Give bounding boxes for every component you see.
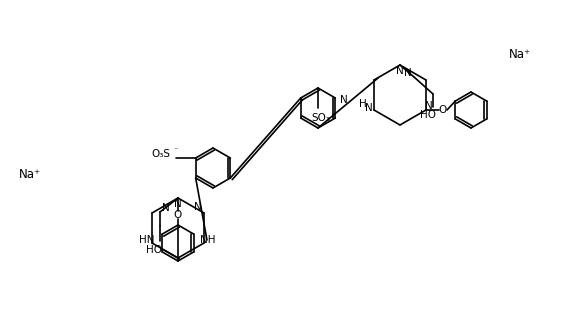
Text: N: N <box>194 203 202 213</box>
Text: NH: NH <box>200 235 215 245</box>
Text: H: H <box>359 99 367 109</box>
Text: O₃S: O₃S <box>151 149 170 159</box>
Text: Na⁺: Na⁺ <box>19 168 41 182</box>
Text: N: N <box>174 199 182 209</box>
Text: Na⁺: Na⁺ <box>509 49 531 61</box>
Text: SO₃: SO₃ <box>311 113 331 123</box>
Text: N: N <box>365 103 373 113</box>
Text: N: N <box>340 95 348 105</box>
Text: HN: HN <box>139 235 155 245</box>
Text: HO: HO <box>146 245 162 255</box>
Text: N: N <box>404 68 412 78</box>
Text: O: O <box>439 105 447 115</box>
Text: O: O <box>174 210 182 220</box>
Text: HO: HO <box>420 110 436 120</box>
Text: ⁻: ⁻ <box>332 110 336 120</box>
Text: N: N <box>425 101 433 111</box>
Text: ⁻: ⁻ <box>174 146 178 155</box>
Text: N: N <box>162 203 170 213</box>
Text: N: N <box>396 66 404 76</box>
